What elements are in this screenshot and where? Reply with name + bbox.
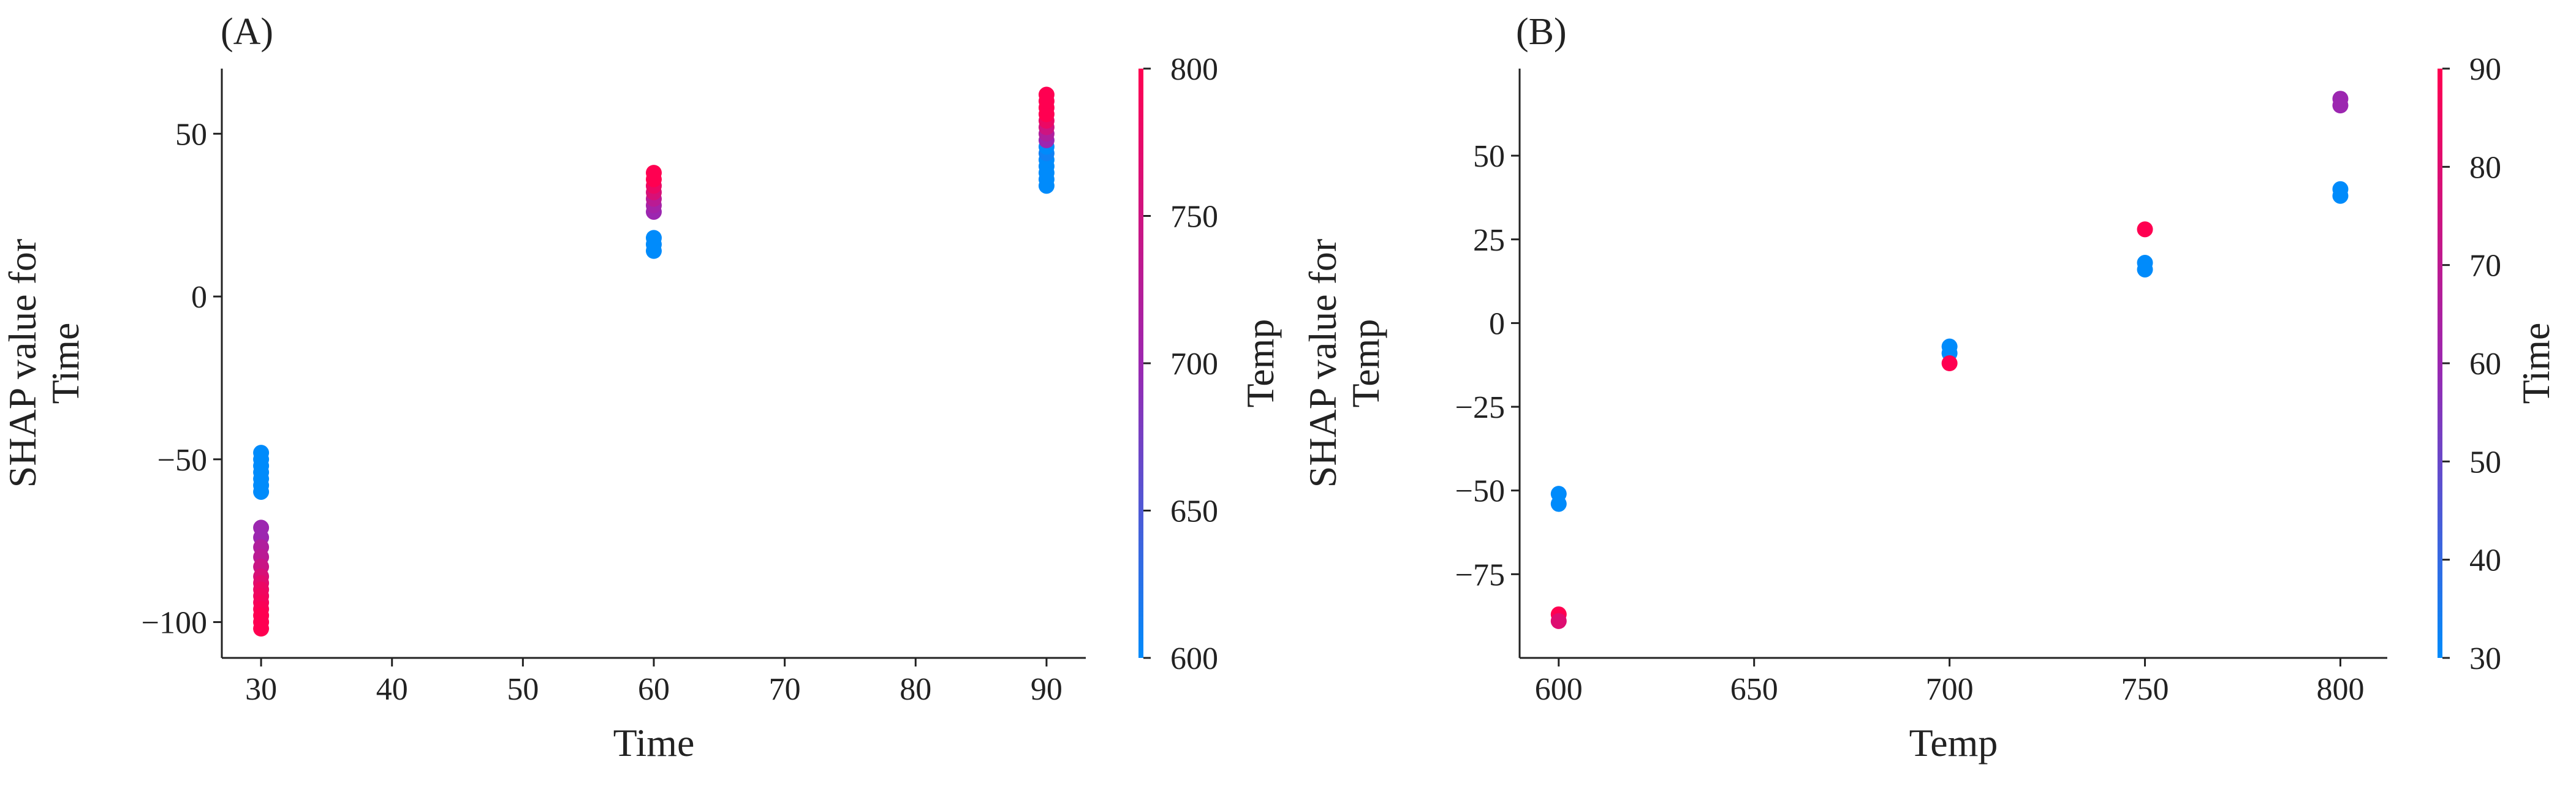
x-tick-label: 800 (2316, 672, 2364, 707)
colorbar-tick-label: 90 (2469, 52, 2501, 87)
scatter-point (2332, 181, 2349, 197)
scatter-point (646, 165, 662, 181)
colorbar-tick-label: 60 (2469, 347, 2501, 382)
y-tick-label: 50 (1473, 139, 1505, 174)
colorbar-tick-label: 600 (1170, 641, 1218, 676)
scatter-point (1550, 496, 1567, 512)
scatter-point (1941, 355, 1958, 371)
colorbar (1138, 69, 1143, 658)
y-axis-label: SHAP value for (1301, 239, 1344, 488)
colorbar-tick-label: 650 (1170, 494, 1218, 529)
y-tick-label: −50 (1455, 474, 1505, 509)
x-tick-label: 70 (769, 672, 801, 707)
scatter-point (2137, 221, 2153, 238)
y-tick-label: 50 (175, 117, 207, 152)
colorbar-tick-label: 30 (2469, 641, 2501, 676)
scatter-point (646, 230, 662, 246)
scatter-point (1550, 613, 1567, 629)
x-tick-label: 90 (1031, 672, 1063, 707)
x-tick-label: 60 (638, 672, 670, 707)
colorbar (2438, 69, 2442, 658)
x-axis-label: Time (613, 721, 695, 764)
colorbar-tick-label: 80 (2469, 150, 2501, 185)
y-tick-label: −75 (1455, 557, 1505, 592)
colorbar-label: Time (2514, 323, 2558, 404)
scatter-point (2137, 255, 2153, 271)
y-axis-label: SHAP value for (1, 239, 44, 488)
x-tick-label: 650 (1730, 672, 1778, 707)
x-tick-label: 700 (1926, 672, 1974, 707)
colorbar-label: Temp (1238, 319, 1282, 408)
scatter-point (2332, 91, 2349, 107)
colorbar-tick-label: 40 (2469, 543, 2501, 578)
y-tick-label: 0 (191, 280, 207, 315)
x-tick-label: 750 (2121, 672, 2169, 707)
x-tick-label: 50 (507, 672, 539, 707)
y-tick-label: 0 (1489, 306, 1505, 341)
y-tick-label: 25 (1473, 223, 1505, 258)
colorbar-tick-label: 750 (1170, 200, 1218, 235)
y-axis-label-feature: Temp (1344, 319, 1387, 408)
x-tick-label: 30 (245, 672, 277, 707)
x-tick-label: 80 (900, 672, 931, 707)
scatter-point (253, 483, 270, 500)
colorbar-tick-label: 700 (1170, 347, 1218, 382)
x-tick-label: 40 (376, 672, 408, 707)
colorbar-tick-label: 70 (2469, 249, 2501, 284)
y-tick-label: −100 (142, 606, 207, 641)
y-axis-label-feature: Time (44, 323, 87, 404)
panel-b: (B)600 650 700 750 800−75−50−2502550TempSHAP… (1301, 11, 2558, 764)
panel-label: (B) (1516, 11, 1567, 53)
colorbar-tick-label: 800 (1170, 52, 1218, 87)
panel-label: (A) (221, 11, 273, 53)
y-tick-label: −50 (157, 443, 207, 478)
scatter-point (1038, 86, 1055, 103)
colorbar-tick-label: 50 (2469, 445, 2501, 480)
x-axis-label: Temp (1909, 721, 1998, 764)
y-tick-label: −25 (1455, 390, 1505, 425)
x-tick-label: 600 (1535, 672, 1583, 707)
scatter-point (253, 621, 270, 637)
